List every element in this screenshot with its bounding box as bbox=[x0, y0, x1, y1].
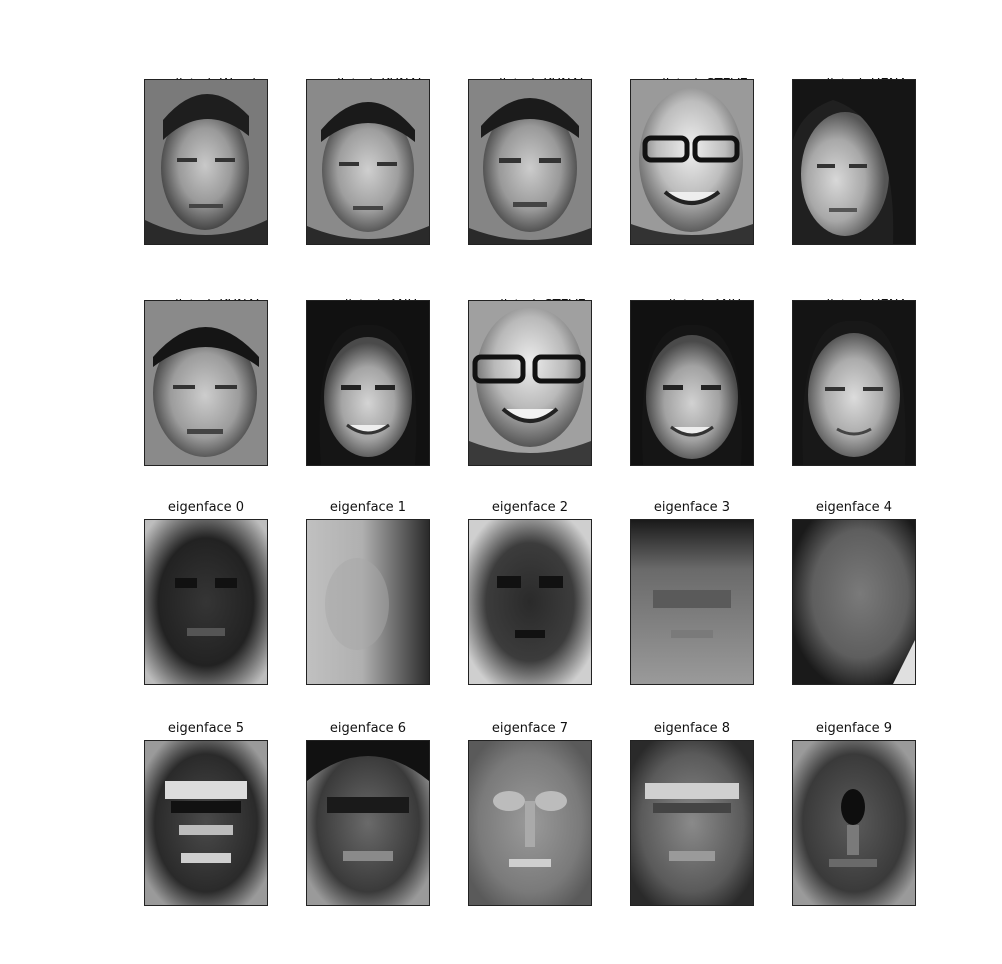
eigenface-image bbox=[144, 519, 268, 685]
face-image bbox=[468, 300, 592, 466]
eigenface-image bbox=[468, 519, 592, 685]
eigenface-image bbox=[792, 740, 916, 906]
face-image bbox=[630, 300, 754, 466]
eigenface-label: eigenface 3 bbox=[653, 500, 731, 515]
eigenface-image bbox=[306, 740, 430, 906]
eigenface-label: eigenface 0 bbox=[167, 500, 245, 515]
eigenface-label: eigenface 7 bbox=[491, 721, 569, 736]
face-image bbox=[468, 79, 592, 245]
eigenface-label: eigenface 1 bbox=[329, 500, 407, 515]
eigenface-image bbox=[468, 740, 592, 906]
eigenface-label: eigenface 2 bbox=[491, 500, 569, 515]
face-image bbox=[792, 79, 916, 245]
face-image bbox=[630, 79, 754, 245]
face-image bbox=[306, 300, 430, 466]
face-image bbox=[144, 79, 268, 245]
eigenface-label: eigenface 8 bbox=[653, 721, 731, 736]
eigenface-image bbox=[144, 740, 268, 906]
eigenface-label: eigenface 5 bbox=[167, 721, 245, 736]
face-image bbox=[306, 79, 430, 245]
eigenface-label: eigenface 4 bbox=[815, 500, 893, 515]
eigenface-image bbox=[630, 519, 754, 685]
face-image bbox=[792, 300, 916, 466]
eigenface-image bbox=[792, 519, 916, 685]
eigenface-image bbox=[630, 740, 754, 906]
face-image bbox=[144, 300, 268, 466]
eigenface-label: eigenface 6 bbox=[329, 721, 407, 736]
eigenface-image bbox=[306, 519, 430, 685]
eigenface-label: eigenface 9 bbox=[815, 721, 893, 736]
